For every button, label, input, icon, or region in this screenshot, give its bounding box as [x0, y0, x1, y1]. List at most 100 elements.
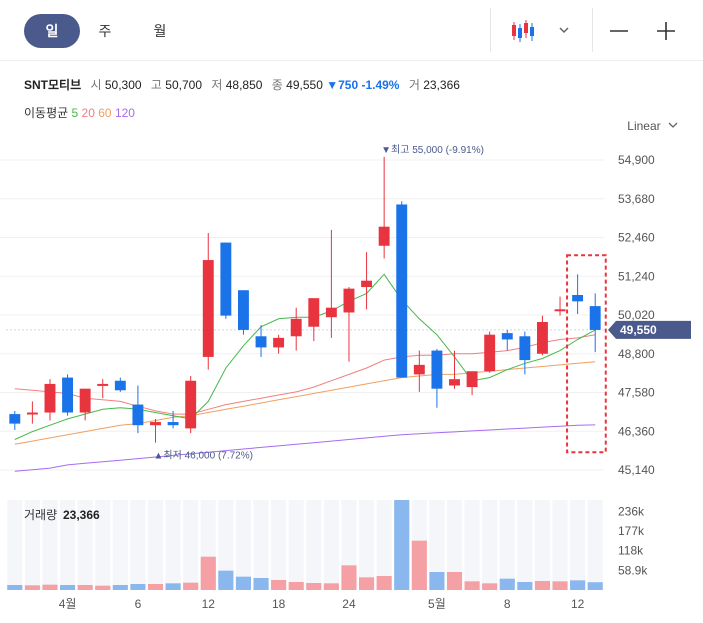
- volume-column-bg: [376, 500, 392, 590]
- low-annotation: ▲최저 46,000 (7.72%): [154, 450, 253, 462]
- volume-title: 거래량: [24, 508, 57, 522]
- minus-icon: [610, 30, 628, 32]
- y-tick-label: 45,140: [618, 463, 655, 477]
- candle-body: [484, 334, 496, 372]
- scale-selector[interactable]: Linear: [627, 119, 679, 133]
- candle-body: [79, 388, 91, 413]
- volume-tick-label: 118k: [618, 544, 644, 558]
- tab-month[interactable]: 월: [153, 23, 167, 39]
- volume-column-bg: [552, 500, 568, 590]
- candle-body: [62, 377, 74, 413]
- volume-bar: [147, 584, 164, 590]
- plus-icon: [657, 22, 675, 40]
- volume-column-bg: [77, 500, 93, 590]
- volume-column-bg: [482, 500, 498, 590]
- volume-column-bg: [130, 500, 146, 590]
- candlestick-icon: [512, 20, 569, 42]
- volume-bar: [394, 500, 410, 590]
- volume-column-bg: [446, 500, 463, 590]
- candle-body: [325, 307, 337, 318]
- candle-body: [273, 337, 285, 348]
- close-value: 49,550: [286, 78, 323, 92]
- volume-column-bg: [112, 500, 128, 590]
- x-tick-label: 4월: [59, 597, 77, 611]
- volume-bar: [165, 583, 181, 590]
- candle-body: [361, 280, 373, 288]
- zoom-in-button[interactable]: [648, 14, 688, 48]
- x-tick-label: 12: [571, 597, 585, 611]
- chart-type-button[interactable]: [505, 14, 575, 48]
- volume-bar: [95, 585, 111, 590]
- candle-body: [431, 350, 443, 389]
- y-tick-label: 51,240: [618, 269, 655, 283]
- x-tick-label: 12: [202, 597, 216, 611]
- volume-column-bg: [165, 500, 181, 590]
- current-price-label: 49,550: [620, 323, 657, 337]
- volume-tick-label: 58.9k: [618, 563, 648, 577]
- volume-column-bg: [499, 500, 515, 590]
- y-tick-label: 53,680: [618, 192, 655, 206]
- candle-body: [378, 226, 390, 246]
- toolbar-divider: [592, 8, 593, 52]
- candle-body: [396, 204, 408, 378]
- low-value: 48,850: [225, 78, 263, 92]
- volume-bar: [341, 565, 357, 590]
- y-tick-label: 54,900: [618, 153, 655, 167]
- volume-bar: [235, 576, 252, 590]
- volume-bar: [306, 583, 322, 590]
- candle-body: [413, 364, 425, 375]
- candle-body: [167, 422, 179, 426]
- volume-tick-label: 236k: [618, 504, 645, 518]
- candle-body: [290, 318, 302, 337]
- volume-bar: [517, 582, 533, 590]
- x-tick-label: 5월: [428, 597, 446, 611]
- scale-label: Linear: [627, 119, 661, 133]
- y-tick-label: 50,020: [618, 308, 655, 322]
- candle-body: [44, 383, 56, 413]
- candle-body: [97, 383, 109, 386]
- volume-column-bg: [517, 500, 533, 590]
- volume-column-bg: [59, 500, 76, 590]
- chevron-down-icon: [668, 122, 678, 128]
- candle-body: [26, 412, 38, 415]
- volume-column-bg: [570, 500, 586, 590]
- candle-body: [255, 336, 267, 348]
- volume-column-bg: [183, 500, 199, 590]
- zoom-out-button[interactable]: [600, 14, 640, 48]
- volume-title-value: 23,366: [63, 508, 100, 522]
- volume-bar: [253, 578, 269, 590]
- volume-column-bg: [235, 500, 252, 590]
- volume-tick-label: 177k: [618, 524, 645, 538]
- y-tick-label: 52,460: [618, 231, 655, 245]
- top-toolbar: 일 주 월: [0, 0, 703, 60]
- candle-body: [114, 380, 126, 391]
- tab-week[interactable]: 주: [98, 23, 112, 39]
- volume-label: 거: [408, 78, 420, 92]
- candle-body: [9, 414, 21, 424]
- y-tick-label: 46,360: [618, 424, 655, 438]
- candle-body: [185, 380, 197, 429]
- ma60-line: [14, 361, 596, 445]
- candle-body: [308, 298, 320, 327]
- volume-column-bg: [323, 500, 339, 590]
- ma120-label: 120: [114, 106, 135, 120]
- highlight-box: [566, 254, 607, 454]
- volume-bar: [376, 576, 392, 590]
- volume-bar: [271, 580, 287, 590]
- volume-column-bg: [306, 500, 322, 590]
- ma5-line: [14, 273, 596, 440]
- tab-day[interactable]: 일: [24, 14, 80, 48]
- candle-body: [449, 379, 460, 386]
- y-tick-label: 48,800: [618, 347, 655, 361]
- ma5-label: 5: [71, 106, 79, 120]
- x-tick-label: 24: [342, 597, 356, 611]
- price-summary: SNT모티브 시 50,300 고 50,700 저 48,850 종 49,5…: [24, 76, 460, 93]
- volume-bar: [200, 556, 216, 590]
- y-tick-label: 47,580: [618, 386, 655, 400]
- volume-column-bg: [358, 500, 375, 590]
- candle-body: [572, 294, 584, 302]
- volume-column-bg: [429, 500, 445, 590]
- high-annotation: ▼최고 55,000 (-9.91%): [381, 144, 484, 156]
- open-label: 시: [90, 78, 102, 92]
